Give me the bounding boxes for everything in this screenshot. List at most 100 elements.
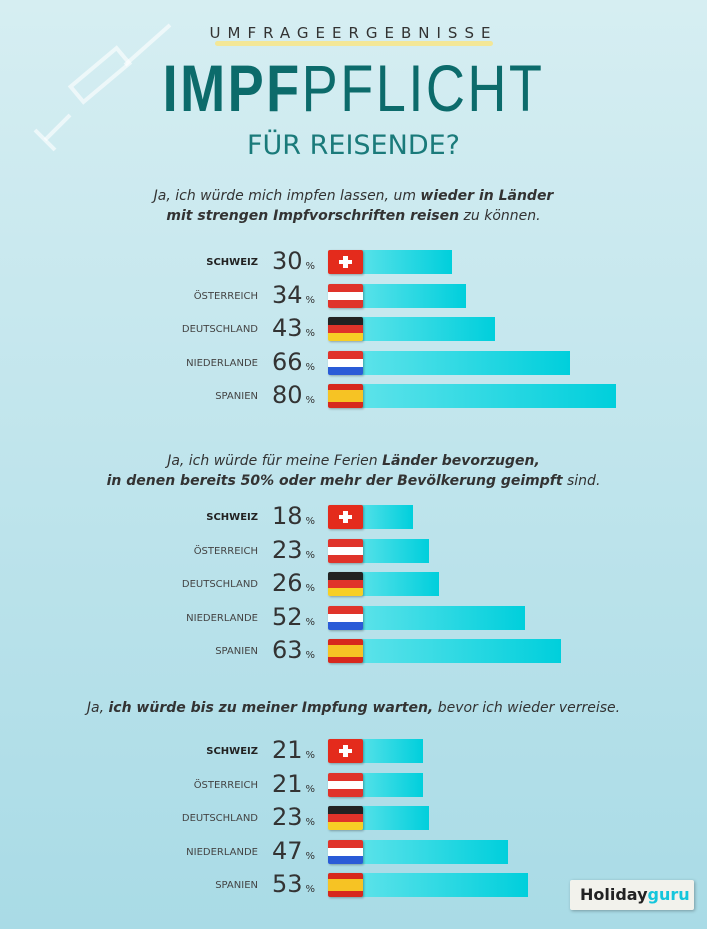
kicker: UMFRAGEERGEBNISSE [209,24,498,42]
bar [354,317,496,342]
unit: % [305,516,316,527]
question-text: Ja, ich würde mich impfen lassen, um wie… [0,186,707,226]
spain-flag-icon [328,873,363,898]
value-number: 53 [272,870,303,899]
value-label: 23% [272,803,315,831]
value-number: 43 [272,314,303,343]
country-label: SPANIEN [215,646,258,658]
austria-flag-icon [328,538,363,563]
q-text: sind. [562,473,601,489]
value-number: 21 [272,769,303,798]
bar [354,605,525,630]
value-label: 18% [272,502,315,530]
q-bold: mit strengen Impfvorschriften reisen [166,208,460,224]
spain-flag-icon [328,384,363,409]
unit: % [305,783,316,795]
country-label: DEUTSCHLAND [181,324,258,336]
country-label: NIEDERLANDE [186,357,258,369]
q-text: bevor ich wieder verreise. [433,700,621,716]
country-label: DEUTSCHLAND [181,813,258,825]
value-label: 21% [272,736,315,764]
country-label: ÖSTERREICH [193,545,258,557]
unit: % [305,294,316,306]
value-label: 66% [272,348,315,376]
value-number: 63 [272,636,303,665]
value-label: 47% [272,837,315,865]
austria-flag-icon [328,283,363,308]
value-number: 23 [272,535,303,564]
logo-part2: guru [647,885,690,904]
bar [354,739,423,763]
unit: % [305,616,316,628]
value-number: 80 [272,381,303,410]
country-label: SCHWEIZ [206,257,258,268]
unit: % [305,583,316,595]
value-number: 21 [272,736,303,764]
unit: % [305,650,316,662]
germany-flag-icon [328,806,363,831]
unit: % [305,850,316,862]
germany-flag-icon [328,572,363,597]
value-number: 34 [272,280,303,309]
country-label: NIEDERLANDE [186,612,258,624]
q-text: Ja, [86,700,109,716]
country-label: SCHWEIZ [206,746,258,757]
austria-flag-icon [328,772,363,797]
value-label: 63% [272,636,315,664]
q-text: Ja, ich würde mich impfen lassen, um [153,188,421,204]
bar [354,505,414,529]
page-title: IMPFPFLICHT [64,50,644,126]
highlight-underline [215,41,493,46]
swiss-flag-icon [328,739,363,763]
unit: % [305,549,316,561]
country-label: DEUTSCHLAND [181,579,258,591]
country-label: NIEDERLANDE [186,846,258,858]
value-number: 52 [272,602,303,631]
value-label: 43% [272,314,315,342]
question-text: Ja, ich würde bis zu meiner Impfung wart… [0,698,707,718]
value-label: 34% [272,281,315,309]
unit: % [305,361,316,373]
bar [354,250,453,274]
bar [354,572,440,597]
value-label: 80% [272,381,315,409]
country-label: SPANIEN [215,880,258,892]
spain-flag-icon [328,639,363,664]
unit: % [305,328,316,340]
unit: % [305,261,316,272]
value-label: 52% [272,603,315,631]
unit: % [305,750,316,761]
q-text: zu können. [459,208,541,224]
value-label: 53% [272,870,315,898]
bar [354,839,509,864]
value-label: 23% [272,536,315,564]
syringe-icon [33,23,172,152]
value-number: 18 [272,502,303,530]
country-label: ÖSTERREICH [193,779,258,791]
value-label: 21% [272,770,315,798]
germany-flag-icon [328,317,363,342]
netherlands-flag-icon [328,839,363,864]
logo-part1: Holiday [580,885,648,904]
value-label: 30% [272,247,315,275]
unit: % [305,395,316,407]
swiss-flag-icon [328,250,363,274]
bar [354,350,571,375]
page-subtitle: FÜR REISENDE? [247,130,460,161]
country-label: SPANIEN [215,391,258,403]
netherlands-flag-icon [328,605,363,630]
q-bold: in denen bereits 50% oder mehr der Bevöl… [106,473,563,489]
q-bold: ich würde bis zu meiner Impfung warten, [108,700,434,716]
value-number: 26 [272,569,303,598]
value-number: 30 [272,247,303,275]
q-text: Ja, ich würde für meine Ferien [167,453,383,469]
title-bold: IMPF [162,51,302,125]
netherlands-flag-icon [328,350,363,375]
q-bold: wieder in Länder [420,188,554,204]
country-label: ÖSTERREICH [193,290,258,302]
unit: % [305,884,316,896]
q-bold: Länder bevorzugen, [382,453,540,469]
bar [354,384,617,409]
value-number: 47 [272,836,303,865]
question-text: Ja, ich würde für meine Ferien Länder be… [0,451,707,491]
